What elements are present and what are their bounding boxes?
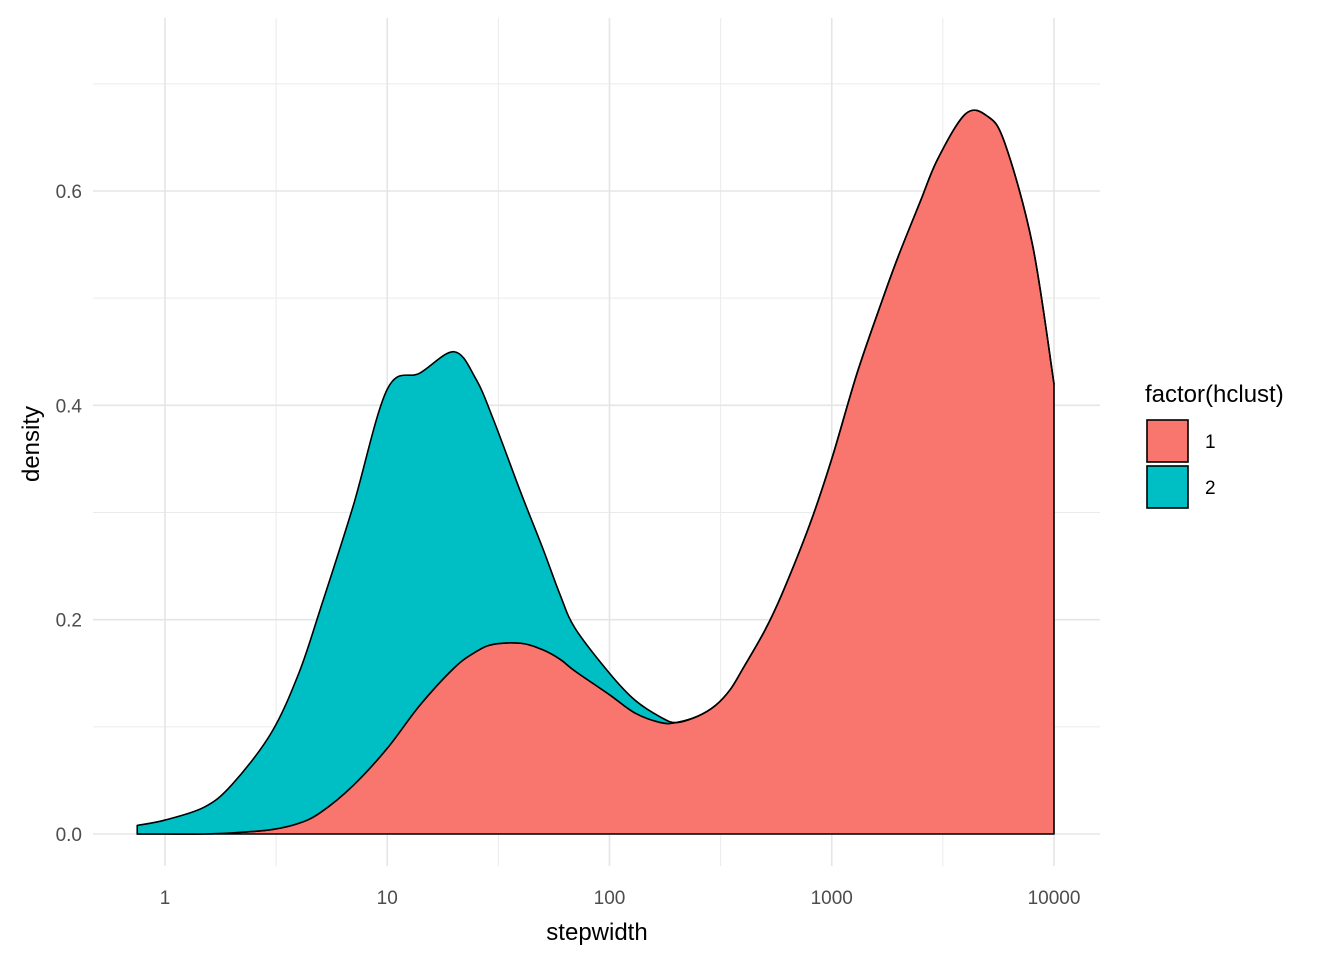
y-tick-label: 0.4 xyxy=(56,396,83,417)
x-tick-label: 10000 xyxy=(1028,888,1081,909)
x-tick-label: 10 xyxy=(377,888,398,909)
legend-title: factor(hclust) xyxy=(1145,381,1284,408)
legend-key-2 xyxy=(1146,465,1189,509)
y-tick-label: 0.2 xyxy=(56,611,82,632)
y-tick-label: 0.0 xyxy=(56,825,82,846)
x-axis-ticks: 1 10 100 1000 10000 xyxy=(160,888,1081,909)
y-axis-title: density xyxy=(18,406,45,482)
x-tick-label: 1000 xyxy=(811,888,853,909)
density-areas xyxy=(136,109,1055,835)
x-tick-label: 100 xyxy=(594,888,626,909)
legend-label-1: 1 xyxy=(1205,432,1216,453)
x-axis-title: stepwidth xyxy=(546,919,647,946)
legend: factor(hclust) 1 2 xyxy=(1145,381,1284,509)
x-tick-label: 1 xyxy=(160,888,171,909)
legend-label-2: 2 xyxy=(1205,478,1216,499)
y-axis-ticks: 0.0 0.2 0.4 0.6 xyxy=(56,182,83,846)
legend-key-1 xyxy=(1146,419,1189,463)
density-area-series-2 xyxy=(136,109,1055,835)
y-tick-label: 0.6 xyxy=(56,182,82,203)
